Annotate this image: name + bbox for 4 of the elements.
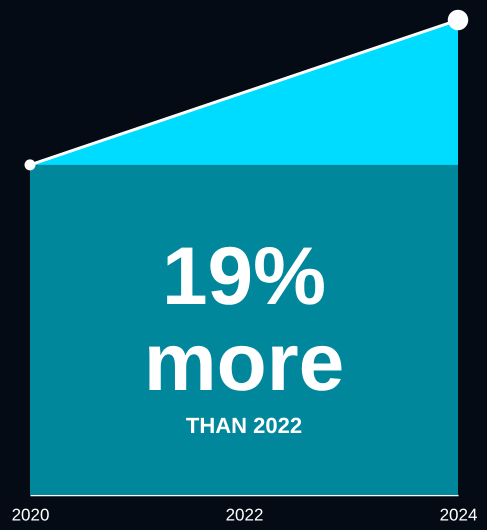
annotation: THAN 2022 — [186, 413, 302, 438]
x-tick-label: 2022 — [226, 506, 264, 524]
x-tick-label: 2024 — [440, 506, 478, 524]
x-tick-label: 2020 — [12, 506, 50, 524]
